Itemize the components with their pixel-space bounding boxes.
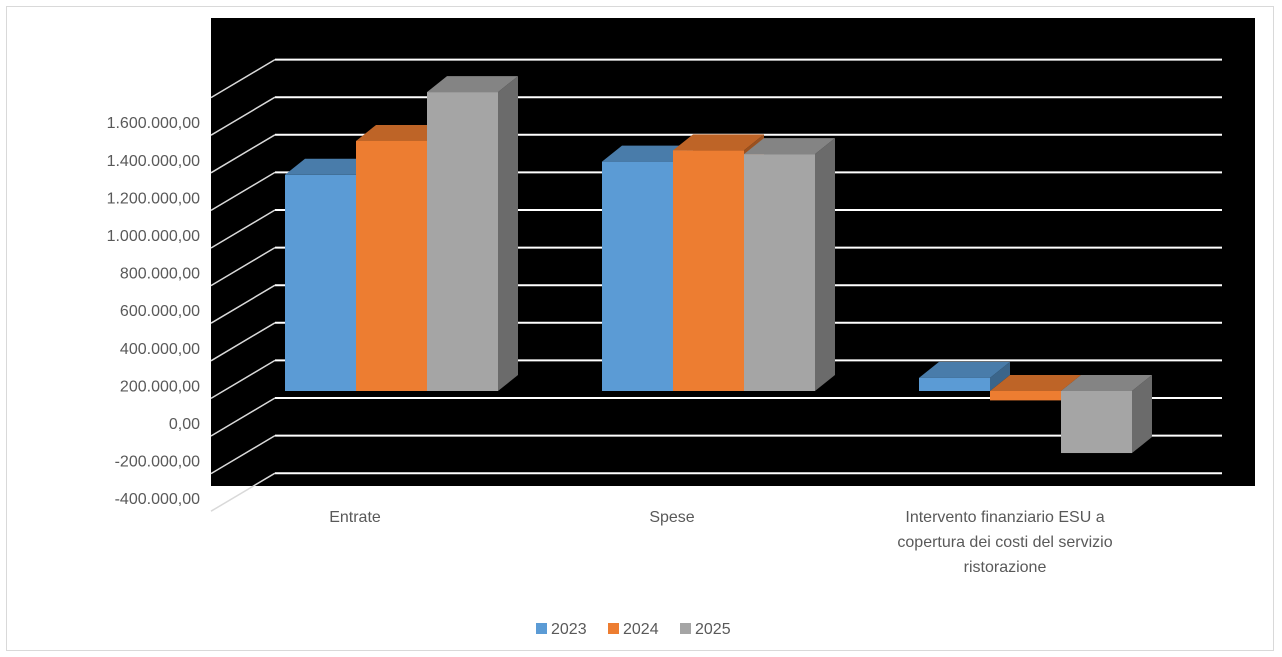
bars (285, 76, 1152, 454)
bar-top (427, 76, 518, 93)
legend-label: 2024 (623, 621, 659, 638)
y-tick-label: 0,00 (169, 416, 200, 433)
y-tick-label: 1.600.000,00 (107, 115, 201, 132)
y-tick-label: 400.000,00 (120, 341, 200, 358)
y-tick-label: 600.000,00 (120, 303, 200, 320)
bar-top (673, 134, 764, 151)
gridline-diagonal (210, 209, 276, 249)
x-axis-category-labels: Entrate Spese Intervento finanziario ESU a… (329, 509, 1113, 576)
y-tick-label: 1.400.000,00 (107, 153, 201, 170)
bar (744, 138, 835, 391)
gridline-diagonal (210, 434, 276, 475)
bar-side (498, 76, 518, 391)
bar (1061, 375, 1152, 454)
gridline-diagonal (210, 246, 276, 287)
bar-top (1061, 375, 1152, 391)
y-tick-label: 1.000.000,00 (107, 228, 201, 245)
x-category-label: Intervento finanziario ESU a copertura de… (897, 509, 1112, 576)
x-category-label: Entrate (329, 509, 381, 526)
y-tick-label: 800.000,00 (120, 266, 200, 283)
bar-side (990, 361, 1010, 391)
legend-swatch (608, 623, 619, 634)
bar-top (990, 375, 1081, 391)
gridline-diagonal (210, 134, 276, 174)
bar-front (356, 140, 427, 391)
legend: 2023 2024 2025 (536, 621, 731, 638)
bar-front (285, 174, 356, 391)
bar-front (744, 154, 815, 391)
legend-label: 2025 (695, 621, 731, 638)
gridline-diagonal (210, 359, 276, 400)
bar-front (919, 377, 990, 391)
gridline-diagonal (210, 58, 276, 99)
y-axis-tick-labels: 1.600.000,00 1.400.000,00 1.200.000,00 1.00… (107, 115, 201, 508)
bar-side (1132, 375, 1152, 454)
bar-front (427, 92, 498, 391)
gridline-diagonal (210, 284, 276, 324)
legend-swatch (536, 623, 547, 634)
y-tick-label: -200.000,00 (115, 454, 201, 471)
bar-top (356, 124, 447, 141)
y-tick-label: 1.200.000,00 (107, 190, 201, 207)
y-tick-label: 200.000,00 (120, 378, 200, 395)
bar-top (744, 138, 835, 155)
bar-front (1061, 391, 1132, 454)
gridline-diagonal (210, 171, 276, 212)
bar (427, 76, 518, 391)
x-category-label: Spese (649, 509, 694, 526)
bar-side (815, 138, 835, 391)
bar-top (285, 158, 376, 175)
legend-label: 2023 (551, 621, 587, 638)
bar-front (990, 391, 1061, 401)
y-tick-label: -400.000,00 (115, 491, 201, 508)
bar-top (602, 145, 693, 162)
legend-swatch (680, 623, 691, 634)
bar-front (673, 150, 744, 391)
bar-front (602, 161, 673, 391)
gridline-diagonal (210, 96, 276, 136)
bar (919, 361, 1010, 391)
gridline-diagonal (210, 472, 276, 512)
bar-top (919, 361, 1010, 378)
gridline-diagonal (210, 397, 276, 437)
gridline-diagonal (210, 322, 276, 362)
